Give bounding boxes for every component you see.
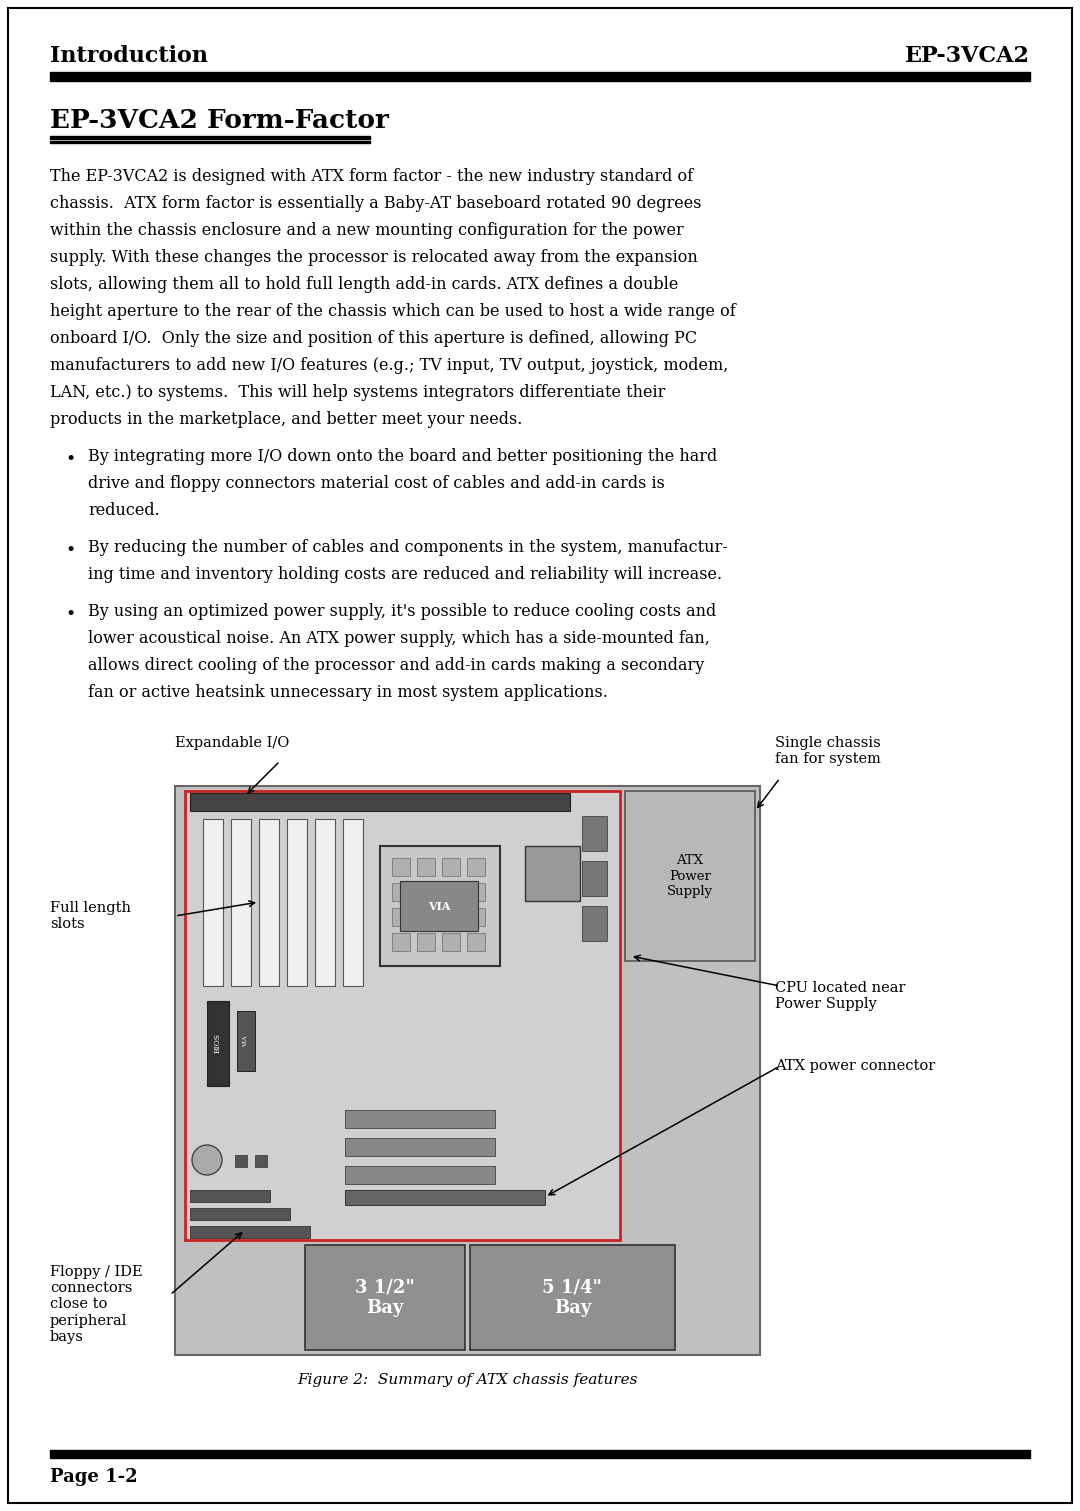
Bar xyxy=(231,819,251,987)
Bar xyxy=(442,908,460,926)
Text: EP-3VCA2: EP-3VCA2 xyxy=(905,45,1030,66)
Bar xyxy=(345,1111,495,1129)
Text: EP-3VCA2 Form-Factor: EP-3VCA2 Form-Factor xyxy=(50,107,389,133)
Bar xyxy=(442,932,460,950)
Bar xyxy=(190,1191,270,1201)
Bar xyxy=(315,819,335,987)
Bar xyxy=(467,882,485,901)
Bar xyxy=(50,136,370,139)
Text: •: • xyxy=(65,606,76,623)
Bar xyxy=(467,932,485,950)
Bar xyxy=(190,793,570,811)
Bar xyxy=(582,907,607,941)
Text: •: • xyxy=(65,542,76,559)
Bar xyxy=(380,846,500,966)
Bar xyxy=(190,1225,310,1238)
Text: BIOS: BIOS xyxy=(214,1034,222,1053)
Text: Figure 2:  Summary of ATX chassis features: Figure 2: Summary of ATX chassis feature… xyxy=(297,1373,638,1387)
Text: 3 1/2"
Bay: 3 1/2" Bay xyxy=(355,1278,415,1318)
Text: The EP-3VCA2 is designed with ATX form factor - the new industry standard of: The EP-3VCA2 is designed with ATX form f… xyxy=(50,168,693,184)
Bar xyxy=(235,1154,247,1166)
Bar xyxy=(345,1191,545,1204)
Bar xyxy=(470,1245,675,1349)
Text: products in the marketplace, and better meet your needs.: products in the marketplace, and better … xyxy=(50,411,523,428)
Bar xyxy=(392,932,410,950)
Bar xyxy=(343,819,363,987)
Bar xyxy=(625,790,755,961)
Bar xyxy=(287,819,307,987)
Bar xyxy=(582,816,607,851)
Text: fan or active heatsink unnecessary in most system applications.: fan or active heatsink unnecessary in mo… xyxy=(87,684,608,701)
Bar xyxy=(345,1138,495,1156)
Bar xyxy=(305,1245,465,1349)
Text: reduced.: reduced. xyxy=(87,502,160,518)
Text: slots, allowing them all to hold full length add-in cards. ATX defines a double: slots, allowing them all to hold full le… xyxy=(50,277,678,293)
Bar xyxy=(417,932,435,950)
Bar xyxy=(417,882,435,901)
Text: •: • xyxy=(65,450,76,468)
Text: drive and floppy connectors material cost of cables and add-in cards is: drive and floppy connectors material cos… xyxy=(87,474,665,493)
Bar xyxy=(175,786,760,1355)
Bar xyxy=(392,882,410,901)
Bar xyxy=(207,1000,229,1086)
Text: LAN, etc.) to systems.  This will help systems integrators differentiate their: LAN, etc.) to systems. This will help sy… xyxy=(50,384,665,400)
Text: ATX power connector: ATX power connector xyxy=(775,1059,935,1073)
Text: manufacturers to add new I/O features (e.g.; TV input, TV output, joystick, mode: manufacturers to add new I/O features (e… xyxy=(50,357,728,375)
Bar xyxy=(203,819,222,987)
Text: supply. With these changes the processor is relocated away from the expansion: supply. With these changes the processor… xyxy=(50,249,698,266)
Circle shape xyxy=(192,1145,222,1176)
Bar xyxy=(237,1011,255,1071)
Bar xyxy=(400,881,478,931)
Text: height aperture to the rear of the chassis which can be used to host a wide rang: height aperture to the rear of the chass… xyxy=(50,304,735,320)
Bar xyxy=(467,908,485,926)
Text: VIA: VIA xyxy=(428,901,450,911)
Text: lower acoustical noise. An ATX power supply, which has a side-mounted fan,: lower acoustical noise. An ATX power sup… xyxy=(87,630,710,647)
Text: ATX
Power
Supply: ATX Power Supply xyxy=(667,855,713,898)
Text: VIA: VIA xyxy=(243,1035,248,1047)
Bar xyxy=(50,73,1030,82)
Bar xyxy=(525,846,580,901)
Text: CPU located near
Power Supply: CPU located near Power Supply xyxy=(775,981,905,1011)
Bar xyxy=(417,908,435,926)
Bar xyxy=(345,1166,495,1185)
Text: Introduction: Introduction xyxy=(50,45,208,66)
Bar xyxy=(190,1207,291,1219)
Text: By integrating more I/O down onto the board and better positioning the hard: By integrating more I/O down onto the bo… xyxy=(87,447,717,465)
Bar xyxy=(582,861,607,896)
Text: Page 1-2: Page 1-2 xyxy=(50,1469,137,1485)
Bar xyxy=(392,908,410,926)
Text: within the chassis enclosure and a new mounting configuration for the power: within the chassis enclosure and a new m… xyxy=(50,222,684,239)
Bar xyxy=(392,858,410,876)
Text: allows direct cooling of the processor and add-in cards making a secondary: allows direct cooling of the processor a… xyxy=(87,657,704,674)
Bar xyxy=(50,1451,1030,1458)
Bar xyxy=(255,1154,267,1166)
Text: Floppy / IDE
connectors
close to
peripheral
bays: Floppy / IDE connectors close to periphe… xyxy=(50,1265,143,1343)
Text: Expandable I/O: Expandable I/O xyxy=(175,736,289,749)
Bar xyxy=(259,819,279,987)
Text: By using an optimized power supply, it's possible to reduce cooling costs and: By using an optimized power supply, it's… xyxy=(87,603,716,620)
Text: 5 1/4"
Bay: 5 1/4" Bay xyxy=(542,1278,603,1318)
Bar xyxy=(442,882,460,901)
Bar xyxy=(185,790,620,1241)
Text: Full length
slots: Full length slots xyxy=(50,901,131,931)
Bar xyxy=(442,858,460,876)
Text: ing time and inventory holding costs are reduced and reliability will increase.: ing time and inventory holding costs are… xyxy=(87,567,723,583)
Bar xyxy=(467,858,485,876)
Bar xyxy=(50,141,370,144)
Text: Single chassis
fan for system: Single chassis fan for system xyxy=(775,736,881,766)
Bar xyxy=(417,858,435,876)
Text: By reducing the number of cables and components in the system, manufactur-: By reducing the number of cables and com… xyxy=(87,539,728,556)
Text: chassis.  ATX form factor is essentially a Baby-AT baseboard rotated 90 degrees: chassis. ATX form factor is essentially … xyxy=(50,195,702,212)
Text: onboard I/O.  Only the size and position of this aperture is defined, allowing P: onboard I/O. Only the size and position … xyxy=(50,329,697,348)
